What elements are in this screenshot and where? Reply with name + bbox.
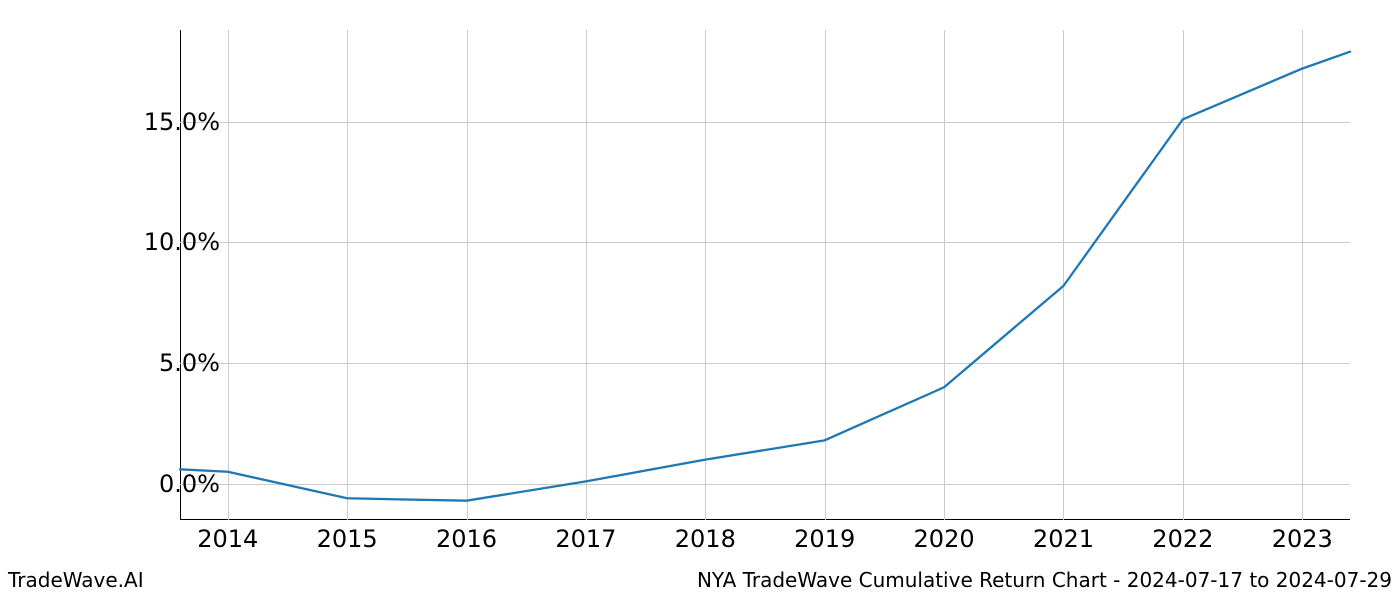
x-tick-label: 2016 [436,525,497,553]
line-series [180,30,1350,520]
footer-caption: NYA TradeWave Cumulative Return Chart - … [697,568,1392,592]
footer-brand: TradeWave.AI [8,568,144,592]
y-tick-label: 10.0% [120,228,220,256]
x-tick-label: 2019 [794,525,855,553]
y-tick-label: 0.0% [120,470,220,498]
x-tick-label: 2018 [675,525,736,553]
y-tick-label: 5.0% [120,349,220,377]
x-tick-label: 2020 [914,525,975,553]
x-tick-label: 2023 [1272,525,1333,553]
x-tick-label: 2021 [1033,525,1094,553]
x-tick-label: 2014 [197,525,258,553]
chart-area [180,30,1350,520]
x-tick-label: 2015 [317,525,378,553]
x-tick-label: 2017 [555,525,616,553]
x-tick-label: 2022 [1152,525,1213,553]
y-tick-label: 15.0% [120,108,220,136]
